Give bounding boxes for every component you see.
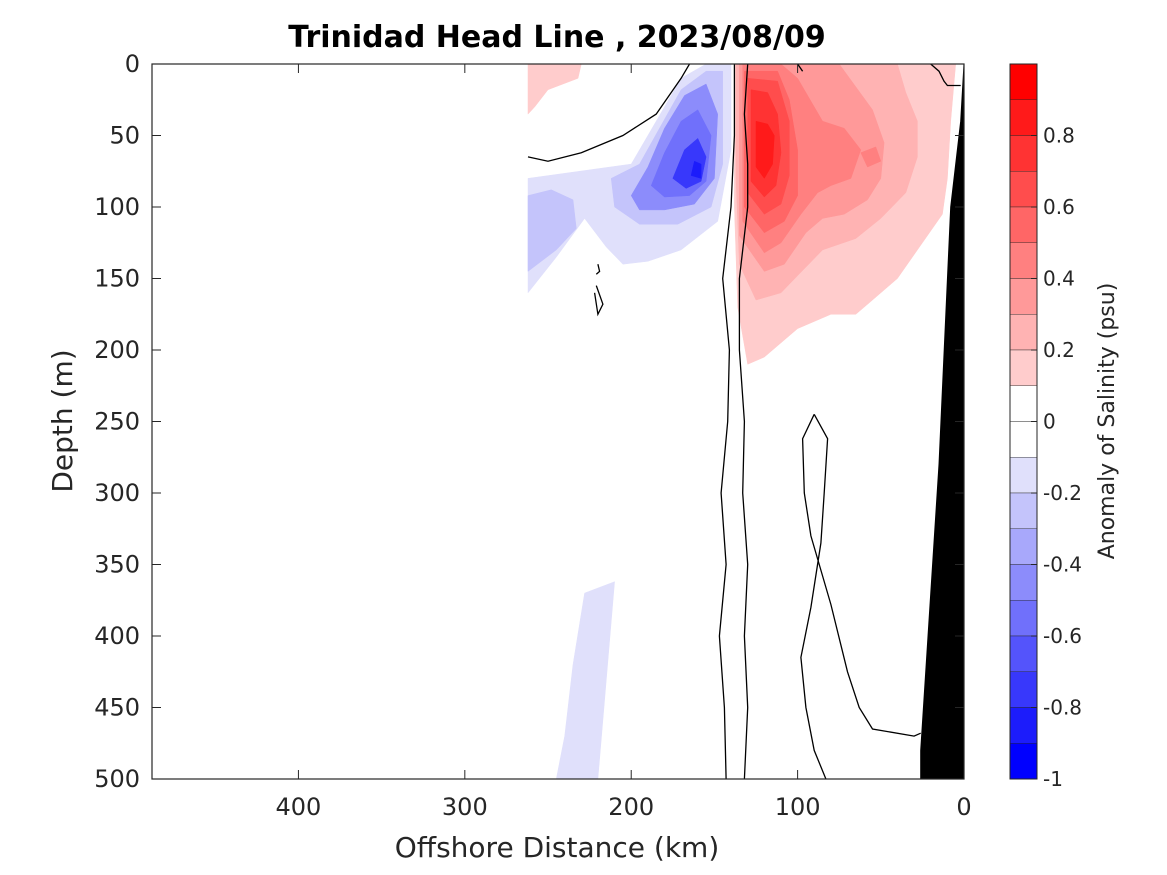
contour-region (860, 146, 882, 168)
y-tick-label: 50 (109, 122, 140, 150)
colorbar-swatch (1009, 671, 1038, 708)
colorbar-swatch (1009, 135, 1038, 172)
zero-contour-line (738, 64, 749, 779)
colorbar-tick-label: -0.8 (1043, 696, 1082, 720)
zero-contour-lines (527, 64, 961, 779)
x-tick-label: 200 (608, 793, 654, 821)
colorbar-swatch (1009, 457, 1038, 494)
zero-contour-line (527, 64, 691, 162)
y-axis: 0 50 100 150 200 250 300 350 400 450 500 (94, 50, 964, 793)
colorbar-tick-label: -0.6 (1043, 624, 1082, 648)
colorbar-swatch (1009, 635, 1038, 672)
contour-region (556, 581, 615, 779)
colorbar-swatch (1009, 743, 1038, 780)
zero-contour-line (800, 413, 829, 779)
zero-contour-line (593, 285, 604, 317)
y-tick-label: 350 (94, 551, 140, 579)
y-axis-label: Depth (m) (46, 349, 79, 492)
zero-contour-line (797, 64, 804, 72)
colorbar-tick-label: -0.4 (1043, 553, 1082, 577)
y-tick-label: 300 (94, 479, 140, 507)
y-tick-label: 200 (94, 336, 140, 364)
colorbar-swatch (1009, 206, 1038, 243)
contour-region (527, 64, 582, 115)
colorbar-ticks: 0.8 0.6 0.4 0.2 0 -0.2 -0.4 -0.6 -0.8 -1 (1031, 124, 1082, 791)
y-tick-label: 0 (125, 50, 140, 78)
colorbar: 0.8 0.6 0.4 0.2 0 -0.2 -0.4 -0.6 -0.8 -1 Anomaly … (1009, 63, 1120, 791)
y-tick-label: 500 (94, 765, 140, 793)
y-tick-label: 250 (94, 408, 140, 436)
x-tick-label: 100 (775, 793, 821, 821)
contour-region (755, 120, 775, 179)
colorbar-tick-label: 0.4 (1043, 267, 1075, 291)
colorbar-swatch (1009, 171, 1038, 208)
colorbar-swatch (1009, 242, 1038, 279)
y-tick-label: 450 (94, 694, 140, 722)
x-tick-label: 400 (276, 793, 322, 821)
colorbar-swatch (1009, 707, 1038, 744)
colorbar-swatch (1009, 314, 1038, 351)
colorbar-swatch (1009, 99, 1038, 136)
colorbar-swatch (1009, 63, 1038, 100)
colorbar-tick-label: -0.2 (1043, 481, 1082, 505)
colorbar-label: Anomaly of Salinity (psu) (1095, 283, 1120, 560)
colorbar-swatch (1009, 385, 1038, 422)
colorbar-tick-label: 0.8 (1043, 124, 1075, 148)
zero-contour-line (801, 414, 921, 737)
zero-contour-line (930, 64, 961, 87)
contour-region (690, 160, 702, 179)
colorbar-swatch (1009, 349, 1038, 386)
x-tick-label: 0 (956, 793, 971, 821)
x-axis: 400 300 200 100 0 (276, 64, 972, 821)
colorbar-swatch (1009, 492, 1038, 529)
colorbar-swatch (1009, 600, 1038, 637)
chart-title: Trinidad Head Line , 2023/08/09 (288, 20, 825, 55)
zero-contour-line (595, 264, 601, 275)
colorbar-swatch (1009, 278, 1038, 315)
contour-fills (527, 64, 956, 779)
colorbar-tick-label: -1 (1043, 767, 1063, 791)
zero-contour-line (718, 64, 736, 779)
x-tick-label: 300 (442, 793, 488, 821)
colorbar-tick-label: 0.6 (1043, 195, 1075, 219)
y-tick-label: 100 (94, 193, 140, 221)
contour-region (527, 189, 577, 272)
colorbar-tick-label: 0.2 (1043, 338, 1075, 362)
y-tick-label: 150 (94, 265, 140, 293)
x-axis-label: Offshore Distance (km) (395, 831, 720, 864)
colorbar-tick-label: 0 (1043, 410, 1056, 434)
colorbar-swatch (1009, 421, 1038, 458)
y-tick-label: 400 (94, 622, 140, 650)
colorbar-swatch (1009, 564, 1038, 601)
colorbar-swatch (1009, 528, 1038, 565)
plot-area: 400 300 200 100 0 0 50 100 150 200 250 300 350 400 45… (94, 50, 971, 821)
